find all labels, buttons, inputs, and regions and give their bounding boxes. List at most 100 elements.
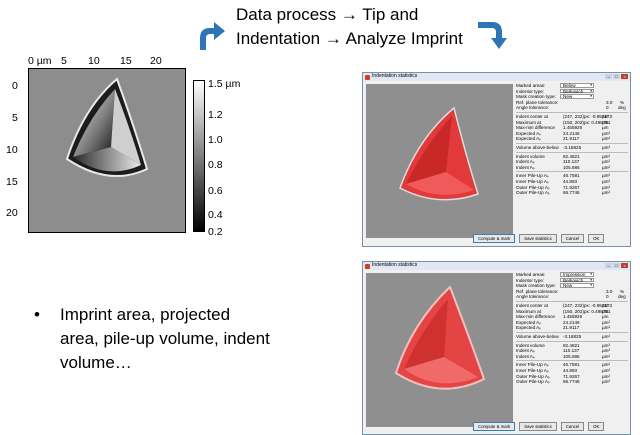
minimize-button[interactable]: – bbox=[605, 74, 612, 79]
stats-group-3: Indent volume 82.4821 µm³ Indent Aₚ 110.137 µ… bbox=[516, 154, 628, 171]
stat-row: Indent volume 82.4821 µm³ bbox=[516, 343, 628, 349]
header-line-1: Data process → Tip and bbox=[236, 5, 419, 24]
ref-plane-tolerance-unit: % bbox=[620, 99, 625, 105]
mask-creation-label: Mask creation type: bbox=[516, 283, 556, 289]
stat-label: Expected Aₚ bbox=[516, 130, 542, 136]
marked-areas-select[interactable]: Below bbox=[560, 83, 594, 88]
ok-button[interactable]: OK bbox=[588, 422, 605, 431]
stat-unit: µm² bbox=[602, 136, 611, 142]
stat-unit: µm² bbox=[602, 362, 611, 368]
stat-value: 82.4821 bbox=[563, 342, 580, 348]
colorbar-label: 0.4 bbox=[208, 209, 223, 221]
close-button[interactable]: × bbox=[621, 74, 628, 79]
stat-label: Max-min difference bbox=[516, 125, 555, 131]
minimize-button[interactable]: – bbox=[605, 263, 612, 268]
bullet-dot: • bbox=[34, 305, 40, 324]
compute-mark-button[interactable]: Compute & mark bbox=[473, 422, 516, 431]
marked-areas-select[interactable]: Impression bbox=[560, 272, 594, 277]
save-statistics-button[interactable]: Save statistics bbox=[519, 234, 557, 243]
stat-label: Indent Aₚ bbox=[516, 348, 535, 354]
stat-value: 44.893 bbox=[563, 178, 578, 184]
stat-label: Outer Pile-Up Aₚ bbox=[516, 184, 550, 190]
stat-label: Indent Aₚ bbox=[516, 159, 535, 165]
stat-unit: µm² bbox=[602, 184, 611, 190]
stat-label: Maximum at bbox=[516, 308, 542, 314]
stat-value: 1.455926 bbox=[563, 125, 583, 131]
stat-unit: µm bbox=[602, 119, 609, 125]
stats-group-1: Indent center at (247, 232)px: -0.957173 µ… bbox=[516, 303, 628, 331]
indentor-type-select[interactable]: Berkovich bbox=[560, 88, 594, 93]
marked-areas-label: Marked areas: bbox=[516, 83, 546, 88]
stat-value: 1.455926 bbox=[563, 314, 583, 320]
stat-row: Inner Pile-Up Aₚ 46.7591 µm² bbox=[516, 173, 628, 179]
indentation-statistics-dialog-top: Indentation statistics – □ × Marked area… bbox=[362, 72, 631, 247]
colorbar-label: 1.2 bbox=[208, 109, 223, 121]
header-line-2: Indentation → Analyze Imprint bbox=[236, 29, 463, 48]
stat-value: 46.7591 bbox=[563, 173, 580, 179]
stat-row: Max-min difference 1.455926 µm bbox=[516, 314, 628, 320]
indent-preview bbox=[366, 273, 513, 427]
stat-row: Outer Pile-Up Aₚ 71.9267 µm² bbox=[516, 374, 628, 380]
stat-row: Inner Pile-Up Aₚ 46.7591 µm² bbox=[516, 362, 628, 368]
ref-plane-tolerance-value[interactable]: 3.0 bbox=[606, 99, 613, 105]
mask-creation-select[interactable]: New bbox=[560, 283, 594, 288]
stats-group-4: Inner Pile-Up Aₚ 46.7591 µm² Inner Pile-Up … bbox=[516, 173, 628, 195]
stat-row: Indent Aₚ 105.686 µm² bbox=[516, 354, 628, 360]
stat-row: Indent volume 82.4821 µm³ bbox=[516, 154, 628, 160]
colorbar-label: 0.6 bbox=[208, 185, 223, 197]
maximize-button[interactable]: □ bbox=[613, 263, 620, 268]
x-tick: 0 µm bbox=[28, 55, 52, 67]
stats-group-4: Inner Pile-Up Aₚ 46.7591 µm² Inner Pile-Up … bbox=[516, 362, 628, 384]
stat-value: (150, 202)px: 0.498751 bbox=[563, 119, 611, 125]
stat-unit: µm² bbox=[602, 373, 611, 379]
stat-label: Outer Pile-Up Aₚ bbox=[516, 379, 550, 385]
mask-creation-select[interactable]: New bbox=[560, 94, 594, 99]
save-statistics-button[interactable]: Save statistics bbox=[519, 422, 557, 431]
stat-unit: µm² bbox=[602, 325, 611, 331]
stat-unit: µm³ bbox=[602, 333, 611, 339]
stat-label: Expected Aₚ bbox=[516, 319, 542, 325]
header-caption: Data process → Tip and Indentation → Ana… bbox=[236, 3, 463, 51]
stat-row: Max-min difference 1.455926 µm bbox=[516, 125, 628, 131]
stat-row: Expected Aₚ 24.2146 µm² bbox=[516, 131, 628, 137]
stat-value: 105.686 bbox=[563, 353, 580, 359]
stat-row: Outer Pile-Up Aₚ 66.7746 µm² bbox=[516, 379, 628, 385]
maximize-button[interactable]: □ bbox=[613, 74, 620, 79]
angle-tolerance-value[interactable]: 0 bbox=[606, 294, 609, 300]
stat-label: Indent Aₚ bbox=[516, 353, 535, 359]
stat-value: 71.9267 bbox=[563, 373, 580, 379]
cancel-button[interactable]: Cancel bbox=[560, 234, 585, 243]
ref-plane-tolerance-value[interactable]: 3.0 bbox=[606, 288, 613, 294]
stat-label: Maximum at bbox=[516, 119, 542, 125]
stat-value: 21.9117 bbox=[563, 136, 580, 142]
ok-button[interactable]: OK bbox=[588, 234, 605, 243]
indentor-type-select[interactable]: Berkovich bbox=[560, 277, 594, 282]
angle-tolerance-value[interactable]: 0 bbox=[606, 105, 609, 111]
stat-label: Expected Aₚ bbox=[516, 136, 542, 142]
stat-value: 66.7746 bbox=[563, 190, 580, 196]
stat-value: 105.686 bbox=[563, 164, 580, 170]
stat-value: 21.9117 bbox=[563, 325, 580, 331]
compute-mark-button[interactable]: Compute & mark bbox=[473, 234, 516, 243]
cancel-button[interactable]: Cancel bbox=[560, 422, 585, 431]
stat-row: Maximum at (150, 202)px: 0.498751 µm bbox=[516, 309, 628, 315]
angle-tolerance-label: Angle tolerance: bbox=[516, 294, 550, 300]
stat-label: Expected Aₚ bbox=[516, 325, 542, 331]
stat-value: (247, 232)px: -0.957173 bbox=[563, 302, 613, 308]
angle-tolerance-unit: deg bbox=[618, 105, 626, 111]
y-tick: 10 bbox=[6, 144, 18, 156]
stat-row: Volume above-below -3.18825 µm³ bbox=[516, 145, 628, 151]
stat-value: 66.7746 bbox=[563, 379, 580, 385]
stat-value: 24.2146 bbox=[563, 319, 580, 325]
stats-group-2: Volume above-below -3.18825 µm³ bbox=[516, 334, 628, 340]
stat-value: 110.137 bbox=[563, 159, 580, 165]
close-button[interactable]: × bbox=[621, 263, 628, 268]
colorbar-label: 0.2 bbox=[208, 226, 223, 238]
stat-unit: µm² bbox=[602, 130, 611, 136]
indentor-type-label: Indentor type: bbox=[516, 277, 545, 283]
stat-row: Inner Pile-Up Aₚ 44.893 µm² bbox=[516, 179, 628, 185]
colorbar-label: 1.5 µm bbox=[208, 78, 241, 90]
stat-value: (150, 202)px: 0.498751 bbox=[563, 308, 611, 314]
stat-label: Outer Pile-Up Aₚ bbox=[516, 190, 550, 196]
app-icon bbox=[365, 263, 370, 269]
